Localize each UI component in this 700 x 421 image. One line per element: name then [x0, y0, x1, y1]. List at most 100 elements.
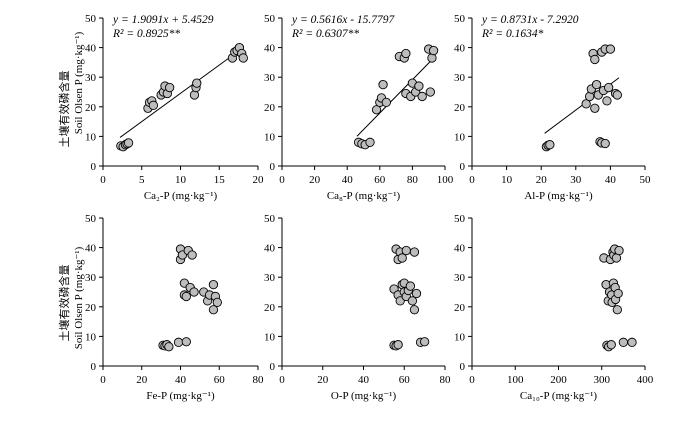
- x-tick-label: 40: [342, 174, 354, 186]
- y-tick-label: 20: [264, 102, 276, 114]
- y-tick-label: 30: [264, 272, 276, 284]
- data-point: [604, 82, 614, 93]
- data-point: [189, 90, 200, 100]
- y-tick-label: 20: [85, 302, 97, 314]
- x-tick-label: 0: [469, 174, 475, 186]
- panel-2: 0 10 20 30 40 50 0 20 40 60 80 100 Ca₈-P (mg·kg⁻¹) y …: [264, 13, 454, 202]
- x-tick-label: 0: [279, 174, 285, 186]
- x-tick-label: 0: [100, 374, 106, 386]
- regression-line: [119, 48, 242, 138]
- data-point: [590, 54, 600, 65]
- data-point: [164, 342, 174, 352]
- panel-5: 0 10 20 30 40 50 0 20 40 60 80 O-P (mg·kg⁻¹): [264, 213, 451, 402]
- x-axis-label: O-P (mg·kg⁻¹): [331, 390, 397, 402]
- x-axis-label: Ca₂-P (mg·kg⁻¹): [144, 190, 218, 202]
- x-tick-label: 100: [437, 174, 454, 186]
- y-tick-label: 40: [85, 43, 97, 55]
- y-tick-label: 50: [85, 213, 97, 225]
- y-tick-label: 10: [85, 131, 97, 143]
- y-tick-label: 20: [264, 302, 276, 314]
- data-point: [164, 82, 175, 93]
- x-tick-label: 5: [139, 174, 145, 186]
- data-point: [627, 337, 637, 347]
- panel-1: 0 10 20 30 40 50 0 5 10 15 20 Ca₂-P (mg·kg⁻¹) y = 1.…: [85, 13, 264, 202]
- x-tick-label: 60: [399, 374, 411, 386]
- data-point: [405, 281, 416, 291]
- data-point: [605, 44, 616, 54]
- data-point: [409, 305, 420, 315]
- y-tick-label: 20: [454, 102, 466, 114]
- y-tick-label: 40: [454, 43, 466, 55]
- data-point: [618, 337, 629, 347]
- x-tick-label: 400: [637, 374, 654, 386]
- x-tick-label: 20: [136, 374, 148, 386]
- data-point: [212, 297, 222, 308]
- y-tick-label: 0: [460, 361, 466, 373]
- y-tick-label: 40: [454, 243, 466, 255]
- y-tick-label: 0: [270, 361, 276, 373]
- data-point: [613, 288, 623, 299]
- regression-line: [356, 59, 433, 137]
- data-point: [419, 337, 430, 347]
- regression-equation: y = 0.5616x - 15.7797: [291, 14, 396, 26]
- y-tick-label: 30: [454, 72, 466, 84]
- x-axis-label: Fe-P (mg·kg⁻¹): [146, 390, 215, 402]
- y-tick-label: 10: [454, 131, 466, 143]
- y-tick-label: 10: [264, 131, 276, 143]
- data-point: [417, 91, 427, 102]
- y-tick-label: 20: [454, 302, 466, 314]
- x-tick-label: 40: [175, 374, 187, 386]
- x-tick-label: 80: [407, 174, 419, 186]
- data-point: [192, 78, 202, 88]
- y-tick-label: 10: [264, 331, 276, 343]
- x-tick-label: 30: [570, 174, 582, 186]
- x-tick-label: 10: [501, 174, 513, 186]
- data-point: [409, 247, 420, 257]
- y-tick-label: 30: [85, 72, 97, 84]
- x-tick-label: 100: [507, 374, 524, 386]
- y-tick-label: 10: [85, 331, 97, 343]
- data-point: [428, 45, 439, 56]
- data-point: [173, 337, 184, 347]
- panel-3: 0 10 20 30 40 50 0 10 20 30 40 50 Al-P (mg·kg⁻¹) y = …: [454, 13, 651, 202]
- y-tick-label: 40: [85, 243, 97, 255]
- data-point: [600, 138, 610, 149]
- x-tick-label: 20: [317, 374, 329, 386]
- x-tick-label: 20: [536, 174, 548, 186]
- data-point: [602, 96, 612, 106]
- panel-6: 0 10 20 30 40 50 0 100 200 300 400 Ca₁₀-P (mg·kg⁻¹): [454, 213, 654, 402]
- r-squared: R² = 0.6307**: [291, 28, 359, 40]
- y-tick-label: 40: [264, 243, 276, 255]
- data-point: [407, 296, 418, 306]
- data-point: [365, 137, 375, 147]
- data-point: [612, 90, 622, 100]
- data-point: [591, 79, 602, 90]
- regression-equation: y = 0.8731x - 7.2920: [481, 14, 579, 26]
- x-axis-label: Ca₁₀-P (mg·kg⁻¹): [520, 390, 597, 402]
- data-point: [208, 305, 219, 315]
- x-tick-label: 50: [640, 174, 652, 186]
- y-tick-label: 10: [454, 331, 466, 343]
- data-point: [181, 291, 191, 302]
- y-tick-label: 50: [264, 213, 276, 225]
- x-tick-label: 0: [100, 174, 106, 186]
- x-tick-label: 40: [605, 174, 617, 186]
- data-point: [545, 140, 555, 150]
- data-point: [414, 81, 424, 91]
- y-tick-label: 50: [454, 13, 466, 25]
- ylabel-cn-bottom: 土壤有效磷含量: [57, 265, 71, 342]
- y-tick-label: 30: [85, 272, 97, 284]
- x-tick-label: 300: [594, 374, 611, 386]
- x-tick-label: 60: [374, 174, 386, 186]
- x-tick-label: 0: [469, 374, 475, 386]
- x-tick-label: 80: [440, 374, 452, 386]
- panels: 0 10 20 30 40 50 0 5 10 15 20 Ca₂-P (mg·kg⁻¹) y = 1.…: [85, 13, 654, 402]
- y-tick-label: 50: [264, 13, 276, 25]
- data-point: [411, 288, 422, 299]
- data-point: [401, 48, 411, 59]
- data-point: [208, 279, 219, 290]
- x-tick-label: 40: [358, 374, 370, 386]
- data-point: [181, 337, 191, 347]
- data-point: [187, 250, 197, 260]
